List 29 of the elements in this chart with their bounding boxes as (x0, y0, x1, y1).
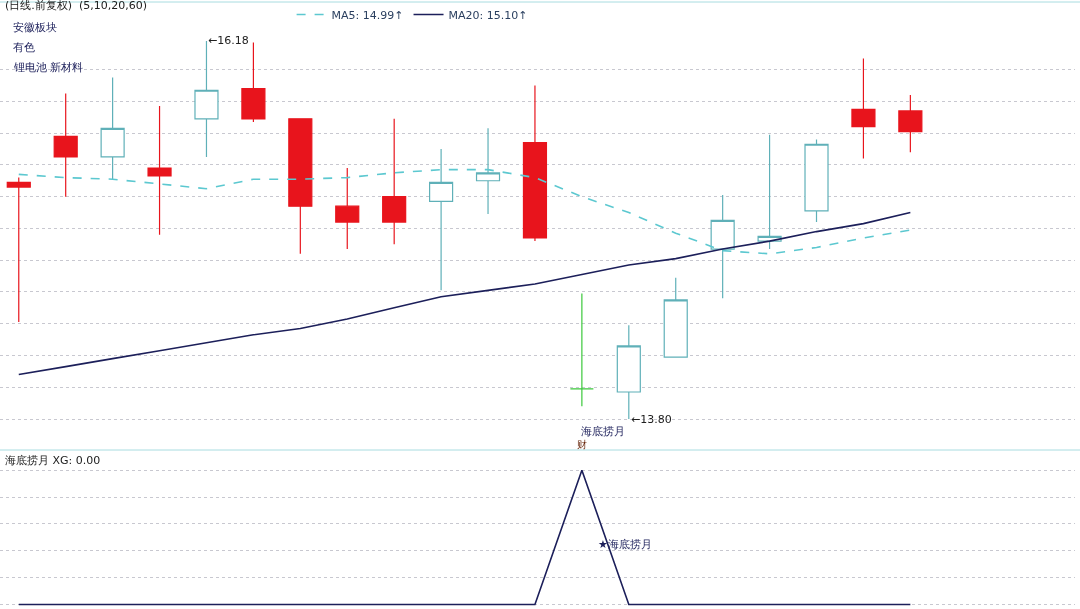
text: 海底捞月 (581, 425, 625, 438)
annotation: 锂电池 新材料 (13, 61, 84, 74)
legend-label: MA20: 15.10↑ (448, 8, 528, 22)
annotation: 财 (577, 439, 587, 450)
candlestick (710, 194, 735, 299)
chart-title: (日线.前复权) (5,10,20,60) (5, 0, 148, 12)
annotation: 有色 (13, 41, 35, 54)
candlestick (757, 134, 782, 250)
candlestick (475, 127, 501, 215)
candlestick (429, 148, 454, 291)
series-label: ★海底捞月 (598, 538, 652, 551)
candlestick (663, 277, 688, 358)
candlestick (335, 167, 360, 250)
candlestick (569, 292, 594, 407)
candlestick (147, 105, 172, 236)
chart-title: 海底捞月 XG: 0.00 (5, 454, 101, 467)
annotation: ←16.18 (208, 34, 249, 47)
candlestick (804, 138, 829, 223)
candlestick (382, 118, 407, 245)
candlestick (522, 84, 548, 242)
legend-label: MA5: 14.99↑ (331, 8, 404, 22)
candlestick (53, 92, 78, 198)
text: 安徽板块 (13, 21, 57, 34)
candlestick (898, 94, 923, 153)
candlestick (851, 57, 876, 160)
candlestick (288, 118, 313, 255)
candlestick (100, 76, 125, 180)
annotation: ←13.80 (631, 413, 672, 426)
candlestick (6, 176, 31, 323)
